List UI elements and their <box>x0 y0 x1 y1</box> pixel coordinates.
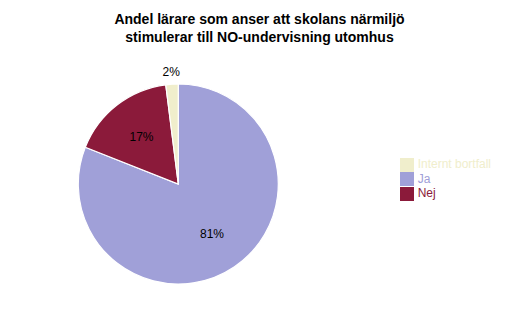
html-text:Nej: Nej <box>417 186 436 201</box>
html-text:stimulerar till NO-undervisnin: stimulerar till NO-undervisning utomhus <box>125 29 394 45</box>
html-text:Andel lärare som anser att sko: Andel lärare som anser att skolans närmi… <box>114 11 405 27</box>
html-text:Internt bortfall: Internt bortfall <box>417 156 491 171</box>
svg-text:2%: 2% <box>163 65 181 79</box>
html-text:Ja: Ja <box>417 171 431 186</box>
svg-text:81%: 81% <box>200 227 224 241</box>
svg-text:17%: 17% <box>129 130 153 144</box>
